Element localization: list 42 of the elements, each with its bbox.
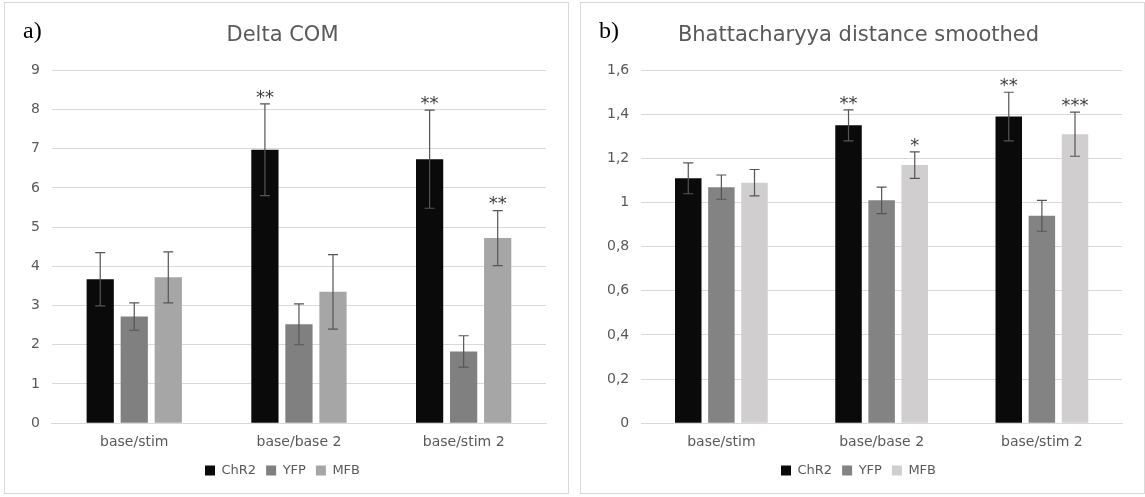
y-tick-label: 8 [30, 100, 40, 117]
y-tick-label: 0,6 [607, 281, 630, 298]
y-tick-label: 1,4 [607, 104, 630, 121]
y-tick-label: 1 [620, 193, 630, 210]
y-tick-label: 0 [620, 413, 630, 430]
y-tick-label: 2 [30, 335, 40, 352]
annotation: * [910, 133, 920, 155]
y-tick-label: 1,6 [607, 60, 630, 77]
y-tick-label: 1 [30, 374, 40, 391]
y-tick-label: 7 [30, 139, 40, 156]
annotation: ** [999, 73, 1018, 95]
chart-title: Delta COM [226, 22, 339, 47]
x-tick-label: base/stim 2 [1000, 433, 1083, 450]
annotation: ** [255, 85, 274, 107]
y-tick-label: 9 [30, 60, 40, 77]
text: a) [23, 17, 42, 44]
legend-label: ChR2 [797, 461, 833, 477]
legend-label: MFB [332, 461, 361, 477]
annotation: ** [488, 192, 507, 214]
text: b) [599, 17, 619, 44]
legend-label: MFB [908, 461, 937, 477]
x-tick-label: base/stim [687, 433, 756, 450]
legend-label: YFP [857, 461, 883, 477]
y-tick-label: 0 [30, 413, 40, 430]
y-tick-label: 0,4 [607, 325, 630, 342]
y-tick-label: 1,2 [607, 149, 630, 166]
y-tick-label: 0,8 [607, 237, 630, 254]
x-tick-label: base/stim 2 [422, 433, 505, 450]
y-tick-label: 4 [30, 256, 40, 273]
y-tick-label: 5 [30, 217, 40, 234]
annotation: ** [420, 91, 439, 113]
chart-title: Bhattacharyya distance smoothed [677, 22, 1040, 47]
annotation: ** [839, 91, 858, 113]
x-tick-label: base/base 2 [839, 433, 925, 450]
annotation: *** [1061, 93, 1089, 115]
y-tick-label: 0,2 [607, 369, 630, 386]
x-tick-label: base/base 2 [256, 433, 342, 450]
legend-label: ChR2 [221, 461, 257, 477]
y-tick-label: 6 [30, 178, 40, 195]
x-tick-label: base/stim [100, 433, 169, 450]
legend-label: YFP [281, 461, 307, 477]
y-tick-label: 3 [30, 296, 40, 313]
